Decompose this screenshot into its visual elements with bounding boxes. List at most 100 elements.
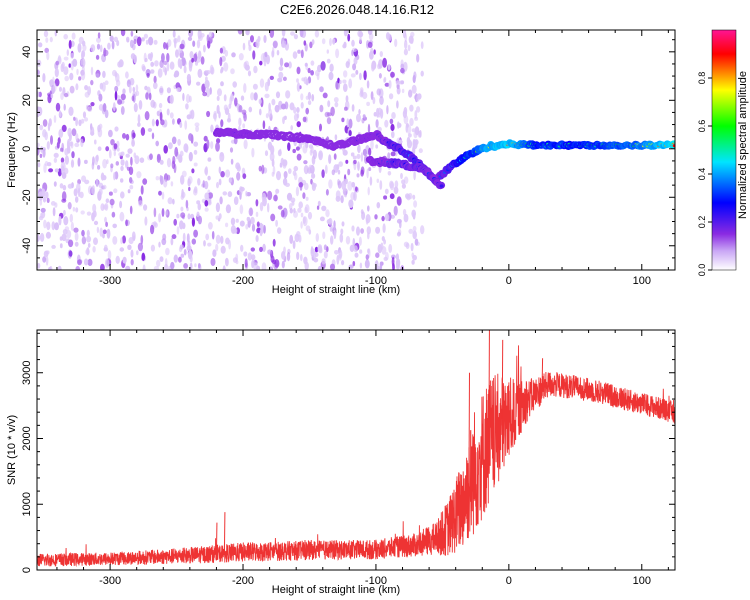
noise-speck: [61, 165, 65, 176]
noise-speck: [230, 68, 235, 75]
noise-speck: [105, 221, 108, 227]
noise-speck: [53, 181, 57, 187]
noise-speck: [114, 85, 119, 92]
noise-speck: [157, 68, 163, 78]
noise-speck: [408, 133, 412, 138]
noise-speck: [187, 176, 193, 184]
noise-speck: [371, 60, 377, 70]
noise-speck: [59, 236, 63, 241]
noise-speck: [275, 91, 281, 99]
noise-speck: [151, 118, 155, 127]
noise-speck: [112, 102, 116, 112]
noise-speck: [373, 112, 377, 117]
noise-speck: [104, 216, 107, 223]
noise-speck: [243, 112, 247, 122]
noise-speck: [307, 91, 312, 101]
noise-speck: [243, 251, 248, 257]
noise-speck: [290, 197, 296, 203]
noise-speck: [336, 164, 340, 171]
noise-speck: [343, 41, 347, 48]
noise-speck: [45, 231, 52, 239]
noise-speck: [373, 49, 376, 55]
noise-speck: [272, 238, 276, 247]
noise-speck: [334, 134, 338, 141]
noise-speck: [180, 212, 186, 219]
noise-speck: [292, 51, 298, 59]
noise-speck: [322, 92, 328, 99]
noise-speck: [311, 155, 316, 165]
noise-speck: [39, 212, 43, 219]
noise-speck: [359, 72, 362, 81]
noise-speck: [318, 248, 323, 254]
noise-speck: [295, 186, 299, 197]
noise-speck: [42, 196, 47, 203]
noise-speck: [242, 173, 247, 180]
noise-speck: [137, 122, 141, 127]
noise-speck: [351, 49, 354, 57]
noise-speck: [99, 44, 103, 53]
noise-speck: [238, 105, 243, 113]
noise-speck: [368, 167, 372, 172]
noise-speck: [176, 226, 180, 235]
noise-speck: [174, 38, 177, 49]
x-tick-label: -200: [232, 575, 254, 587]
noise-speck: [277, 205, 283, 210]
noise-speck: [128, 85, 132, 94]
noise-speck: [95, 54, 100, 60]
noise-speck: [260, 53, 266, 63]
noise-speck: [96, 226, 100, 234]
noise-speck: [127, 244, 132, 250]
noise-speck: [248, 207, 254, 217]
noise-speck: [369, 176, 373, 186]
noise-speck: [196, 39, 201, 49]
noise-speck: [37, 70, 40, 75]
noise-speck: [180, 253, 185, 258]
noise-speck: [120, 191, 125, 199]
noise-speck: [129, 185, 134, 190]
noise-speck: [144, 85, 148, 91]
noise-speck: [390, 214, 396, 219]
noise-speck: [296, 66, 301, 75]
noise-speck: [303, 160, 308, 165]
noise-speck: [310, 60, 315, 66]
noise-speck: [319, 86, 324, 93]
noise-speck: [179, 150, 184, 157]
noise-speck: [387, 152, 391, 160]
noise-speck: [198, 50, 202, 60]
noise-speck: [234, 97, 238, 107]
noise-speck: [356, 153, 361, 160]
noise-speck: [68, 106, 74, 117]
noise-speck: [61, 233, 67, 242]
noise-speck: [350, 73, 356, 78]
noise-speck: [393, 205, 398, 216]
noise-speck: [174, 70, 180, 78]
noise-speck: [46, 141, 50, 150]
noise-speck: [188, 133, 193, 141]
noise-speck: [68, 250, 73, 257]
noise-speck: [287, 142, 291, 152]
noise-speck: [42, 119, 48, 127]
noise-speck: [79, 191, 84, 199]
noise-speck: [39, 153, 43, 158]
noise-speck: [178, 154, 183, 163]
noise-speck: [326, 117, 332, 125]
noise-speck: [356, 173, 360, 178]
noise-speck: [270, 213, 276, 222]
noise-speck: [353, 245, 358, 253]
noise-speck: [230, 94, 234, 100]
noise-speck: [263, 60, 267, 67]
noise-speck: [328, 217, 333, 226]
noise-speck: [167, 197, 173, 205]
noise-speck: [298, 182, 304, 188]
noise-speck: [113, 188, 118, 194]
noise-speck: [220, 81, 224, 87]
noise-speck: [278, 71, 284, 79]
colorbar-ticks: 0.0 0.2 0.4 0.6 0.8 Normalized spectral ampli…: [697, 71, 749, 276]
noise-speck: [251, 223, 256, 232]
noise-speck: [219, 152, 225, 162]
noise-speck: [140, 185, 144, 195]
noise-speck: [302, 116, 307, 123]
noise-speck: [406, 194, 411, 201]
noise-speck: [193, 149, 198, 155]
